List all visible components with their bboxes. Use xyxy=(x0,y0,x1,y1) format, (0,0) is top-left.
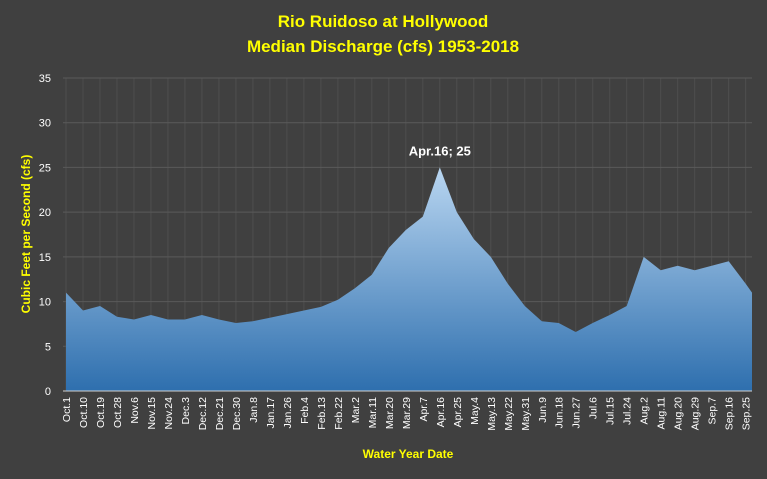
y-tick-label: 10 xyxy=(39,297,51,309)
annotations: Apr.16; 25 xyxy=(409,143,471,158)
x-axis-ticks: Oct.1 Oct.10 Oct.19 Oct.28 Nov.6 Nov.15 Nov.24… xyxy=(61,397,753,431)
x-tick-label: Mar.20 xyxy=(384,397,396,429)
x-tick-label: Aug.11 xyxy=(656,397,668,430)
x-tick-label: May.22 xyxy=(503,397,515,431)
x-tick-label: Aug.2 xyxy=(639,397,651,425)
x-tick-label: Oct.28 xyxy=(112,397,124,428)
x-tick-label: Jan.8 xyxy=(248,397,260,423)
x-tick-label: Dec.30 xyxy=(231,397,243,430)
chart-subtitle: Median Discharge (cfs) 1953-2018 xyxy=(247,37,519,56)
series-area xyxy=(63,167,752,392)
peak-annotation: Apr.16; 25 xyxy=(409,143,471,158)
chart-title: Rio Ruidoso at Hollywood xyxy=(278,12,489,31)
discharge-area xyxy=(66,167,752,391)
y-tick-label: 20 xyxy=(39,207,51,219)
x-tick-label: Oct.10 xyxy=(78,397,90,428)
x-tick-label: Jul.24 xyxy=(622,397,634,425)
y-tick-label: 25 xyxy=(39,162,51,174)
x-tick-label: Apr.7 xyxy=(418,397,430,422)
x-tick-label: Oct.1 xyxy=(61,397,73,422)
x-tick-label: Sep.25 xyxy=(741,397,753,430)
x-tick-label: May.4 xyxy=(469,397,481,425)
x-tick-label: Apr.25 xyxy=(452,397,464,428)
x-tick-label: Jul.15 xyxy=(605,397,617,425)
y-axis-label: Cubic Feet per Second (cfs) xyxy=(19,155,33,314)
x-tick-label: Feb.13 xyxy=(316,397,328,430)
y-tick-label: 30 xyxy=(39,118,51,130)
x-tick-label: Jul.6 xyxy=(588,397,600,419)
x-tick-label: Jan.26 xyxy=(282,397,294,429)
x-tick-label: May.13 xyxy=(486,397,498,431)
x-tick-label: Apr.16 xyxy=(435,397,447,428)
x-tick-label: Aug.20 xyxy=(673,397,685,430)
y-tick-label: 35 xyxy=(39,73,51,85)
x-tick-label: Sep.7 xyxy=(707,397,719,425)
x-tick-label: Dec.21 xyxy=(214,397,226,430)
x-tick-label: Nov.6 xyxy=(129,397,141,424)
x-tick-label: Sep.16 xyxy=(724,397,736,430)
x-axis-label: Water Year Date xyxy=(363,447,454,461)
x-tick-label: Jun.27 xyxy=(571,397,583,429)
x-tick-label: May.31 xyxy=(520,397,532,431)
x-tick-label: Mar.11 xyxy=(367,397,379,428)
x-tick-label: Feb.22 xyxy=(333,397,345,430)
y-axis-ticks: 0 5 10 15 20 25 30 35 xyxy=(39,73,51,398)
x-tick-label: Dec.3 xyxy=(180,397,192,425)
x-tick-label: Dec.12 xyxy=(197,397,209,430)
x-tick-label: Feb.4 xyxy=(299,397,311,424)
y-tick-label: 15 xyxy=(39,252,51,264)
y-tick-label: 5 xyxy=(45,341,51,353)
x-tick-label: Nov.15 xyxy=(146,397,158,430)
x-tick-label: Oct.19 xyxy=(95,397,107,428)
x-tick-label: Jun.9 xyxy=(537,397,549,423)
y-tick-label: 0 xyxy=(45,386,51,398)
x-tick-label: Jan.17 xyxy=(265,397,277,429)
x-tick-label: Mar.2 xyxy=(350,397,362,423)
x-tick-label: Nov.24 xyxy=(163,397,175,430)
x-tick-label: Jun.18 xyxy=(554,397,566,429)
x-tick-label: Aug.29 xyxy=(690,397,702,430)
x-tick-label: Mar.29 xyxy=(401,397,413,429)
